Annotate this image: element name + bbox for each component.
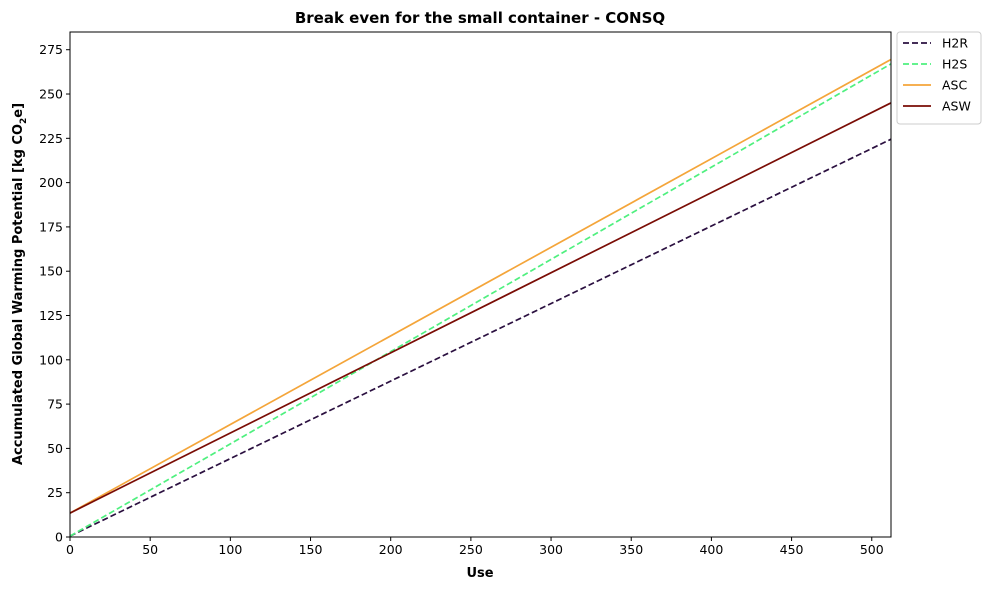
y-axis-label-main: Accumulated Global Warming Potential [kg… bbox=[11, 124, 26, 465]
series-line-asw bbox=[69, 102, 892, 514]
axes-layer: 0 50 100 150 200 250 300 350 400 450 500 0 25 50 75 100… bbox=[39, 31, 892, 557]
y-tick-label: 75 bbox=[47, 397, 63, 412]
series-line-h2s bbox=[69, 63, 892, 537]
x-tick-label: 300 bbox=[539, 542, 563, 557]
y-tick-label: 0 bbox=[55, 530, 63, 545]
x-tick-label: 100 bbox=[218, 542, 242, 557]
x-tick-label: 400 bbox=[699, 542, 723, 557]
y-tick-label: 100 bbox=[39, 352, 63, 367]
x-tick-label: 0 bbox=[66, 542, 74, 557]
legend-label-asc: ASC bbox=[942, 78, 967, 93]
y-tick-label: 250 bbox=[39, 87, 63, 102]
x-tick-label: 200 bbox=[379, 542, 403, 557]
x-axis-label: Use bbox=[466, 566, 493, 581]
x-tick-label: 350 bbox=[619, 542, 643, 557]
y-tick-label: 25 bbox=[47, 485, 63, 500]
y-tick-label: 275 bbox=[39, 42, 63, 57]
y-tick-label: 150 bbox=[39, 264, 63, 279]
legend-label-asw: ASW bbox=[942, 99, 971, 114]
series-line-asc bbox=[69, 58, 892, 514]
x-tick-label: 250 bbox=[459, 542, 483, 557]
y-axis-label-sub: 2 bbox=[19, 118, 29, 124]
legend-label-h2r: H2R bbox=[942, 36, 968, 51]
x-tick-label: 50 bbox=[142, 542, 158, 557]
y-tick-label: 200 bbox=[39, 175, 63, 190]
y-axis-label: Accumulated Global Warming Potential [kg… bbox=[11, 103, 29, 465]
legend-box bbox=[896, 31, 982, 125]
y-axis-label-suffix: e] bbox=[11, 103, 26, 118]
series-line-h2r bbox=[69, 138, 892, 537]
y-tick-label: 225 bbox=[39, 131, 63, 146]
legend: H2R H2S ASC ASW bbox=[896, 31, 982, 125]
y-tick-label: 125 bbox=[39, 308, 63, 323]
x-tick-label: 500 bbox=[860, 542, 884, 557]
series-layer bbox=[69, 58, 892, 537]
x-tick-label: 150 bbox=[299, 542, 323, 557]
x-tick-label: 450 bbox=[780, 542, 804, 557]
y-tick-label: 50 bbox=[47, 441, 63, 456]
plot-frame bbox=[69, 31, 892, 538]
legend-label-h2s: H2S bbox=[942, 57, 967, 72]
y-tick-label: 175 bbox=[39, 219, 63, 234]
chart-title: Break even for the small container - CON… bbox=[295, 9, 665, 27]
